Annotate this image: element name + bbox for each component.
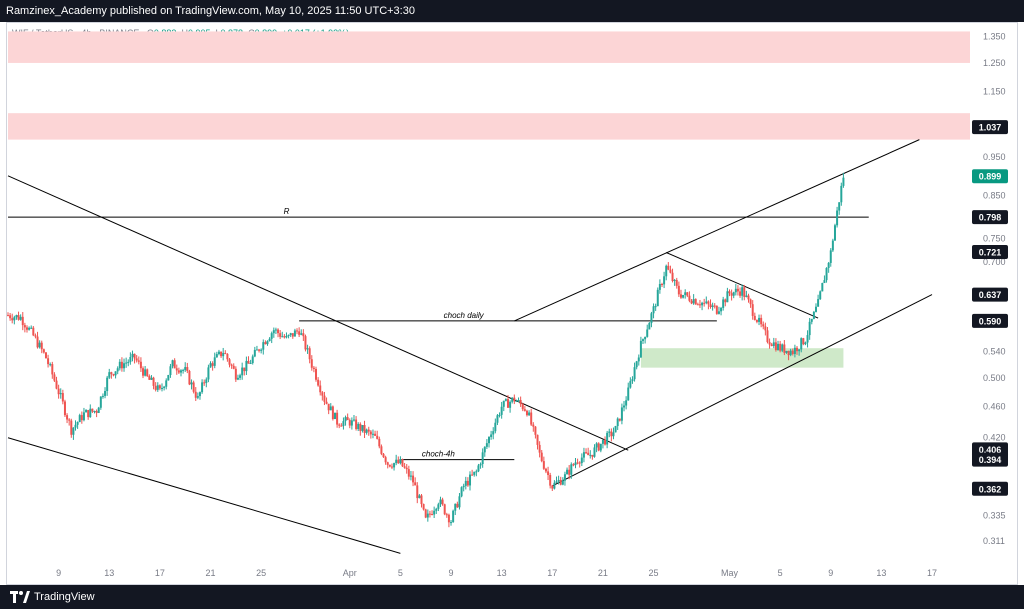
legend-low: 0.878 [220,28,244,38]
legend-close: 0.899 [254,28,278,38]
legend-open-label: O [146,28,154,38]
legend-high: 0.905 [187,28,211,38]
footer-brand: TradingView [34,591,95,603]
legend-symbol: WIF / TetherUS · 4h · BINANCE [12,28,140,38]
tradingview-logo-icon [10,591,30,603]
publish-header: Ramzinex_Academy published on TradingVie… [0,0,1024,22]
chart-frame[interactable] [6,22,1018,585]
footer-bar: TradingView [0,585,1024,609]
legend-open: 0.882 [153,28,177,38]
symbol-legend: WIF / TetherUS · 4h · BINANCE O0.882 H0.… [12,28,349,38]
legend-change: +0.017 (+1.93%) [282,28,350,38]
publish-header-text: Ramzinex_Academy published on TradingVie… [6,5,415,17]
